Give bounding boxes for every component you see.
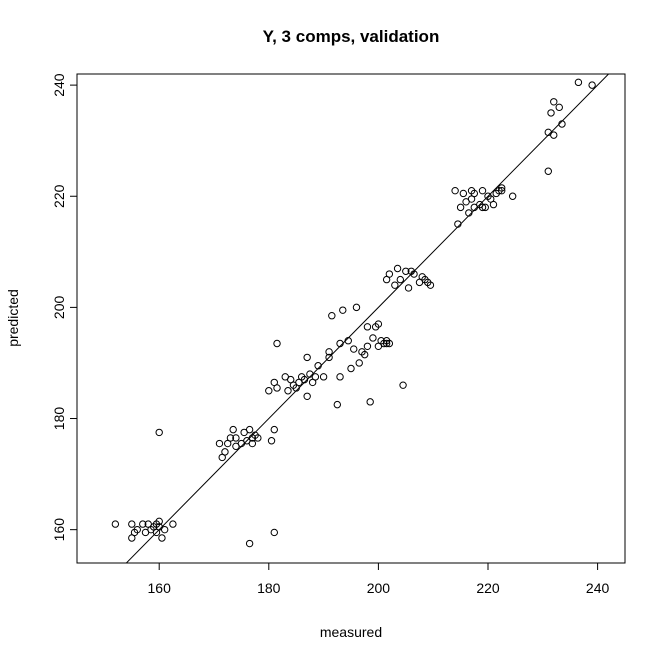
data-point <box>399 381 407 389</box>
data-point <box>374 320 383 328</box>
data-point <box>361 350 369 359</box>
data-point <box>347 364 355 373</box>
data-point <box>133 525 141 534</box>
data-point <box>325 353 333 362</box>
data-point <box>465 209 473 217</box>
data-point <box>355 359 363 367</box>
data-point <box>393 264 402 273</box>
data-point <box>248 439 257 448</box>
data-point <box>478 186 487 195</box>
data-point <box>229 425 237 434</box>
data-point <box>426 281 435 289</box>
data-point <box>328 312 336 320</box>
data-point <box>550 131 558 139</box>
data-point <box>508 192 517 200</box>
data-point <box>382 339 391 348</box>
x-tick-label: 200 <box>367 580 391 596</box>
data-point <box>478 203 487 212</box>
data-point <box>303 392 311 400</box>
data-point <box>410 270 418 278</box>
y-tick-label: 220 <box>51 184 67 208</box>
data-point <box>314 362 322 370</box>
x-tick-label: 180 <box>257 580 281 596</box>
data-point <box>284 387 292 395</box>
data-point <box>319 373 328 381</box>
data-point <box>221 448 229 456</box>
data-point <box>267 437 276 445</box>
y-tick-label: 240 <box>51 73 67 97</box>
data-point <box>352 303 361 312</box>
data-point <box>498 186 506 195</box>
data-point <box>574 78 583 87</box>
data-point <box>245 539 254 548</box>
data-point <box>344 337 352 345</box>
data-point <box>139 520 147 528</box>
data-point <box>550 98 558 106</box>
data-point <box>544 167 552 175</box>
y-tick-label: 160 <box>51 518 67 542</box>
y-axis-label: predicted <box>5 289 21 347</box>
data-point <box>111 520 120 528</box>
data-point <box>363 323 372 331</box>
x-tick-label: 240 <box>586 580 610 596</box>
data-point <box>311 373 320 381</box>
data-point <box>333 400 341 409</box>
data-point <box>303 353 311 362</box>
data-point <box>363 342 372 350</box>
data-point <box>273 339 281 348</box>
data-point <box>454 220 462 228</box>
y-tick-label: 180 <box>51 407 67 431</box>
data-point <box>300 375 309 384</box>
data-point <box>273 384 281 392</box>
data-point <box>336 339 344 348</box>
data-point <box>226 434 235 442</box>
data-point <box>391 281 399 289</box>
data-point <box>366 398 374 406</box>
data-point <box>558 120 566 128</box>
data-point <box>350 345 358 353</box>
data-point <box>459 189 468 198</box>
data-point <box>155 428 163 437</box>
data-point <box>339 306 347 314</box>
data-point <box>456 203 465 212</box>
reference-line <box>125 74 610 563</box>
data-point <box>588 81 596 89</box>
data-point <box>481 203 489 212</box>
data-point <box>325 348 333 356</box>
data-point <box>232 434 240 442</box>
data-point <box>369 334 377 342</box>
data-point <box>555 103 563 112</box>
data-point <box>128 520 136 528</box>
x-axis-label: measured <box>320 624 382 640</box>
data-point <box>158 534 166 542</box>
data-point <box>270 528 278 537</box>
data-point <box>254 434 262 442</box>
x-tick-label: 160 <box>148 580 172 596</box>
data-point <box>169 520 177 528</box>
data-point <box>155 517 163 526</box>
data-point <box>396 275 405 284</box>
data-point <box>385 339 394 348</box>
y-tick-label: 200 <box>51 295 67 319</box>
data-point <box>385 270 394 278</box>
data-point <box>489 200 498 209</box>
data-point <box>470 189 478 198</box>
data-point <box>265 387 273 395</box>
data-point <box>498 184 506 192</box>
chart-title: Y, 3 comps, validation <box>263 27 440 46</box>
data-point <box>245 425 254 434</box>
data-point <box>402 267 410 275</box>
data-point <box>547 109 555 117</box>
data-point <box>404 284 413 292</box>
data-point <box>270 425 278 434</box>
x-tick-label: 220 <box>476 580 500 596</box>
plot-frame <box>76 73 626 564</box>
data-point <box>336 373 344 381</box>
data-point <box>215 439 224 448</box>
data-point <box>160 525 169 534</box>
data-point <box>451 186 459 195</box>
